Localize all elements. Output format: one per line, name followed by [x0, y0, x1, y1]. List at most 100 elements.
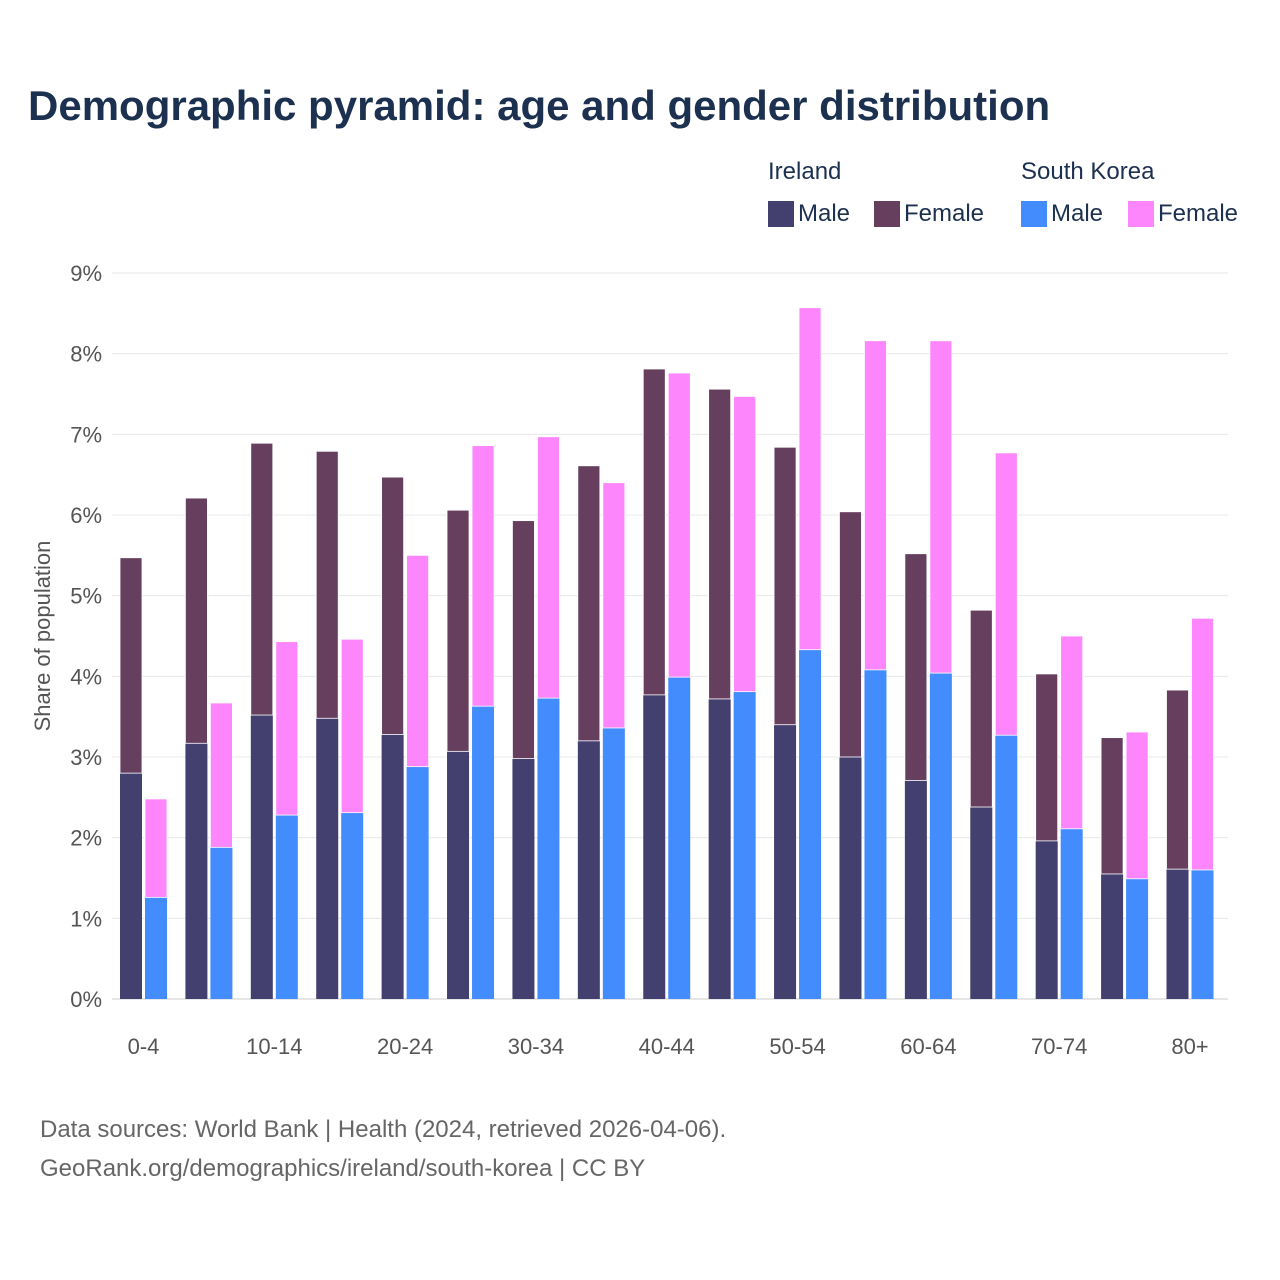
bar-ireland-male[interactable]: [1101, 873, 1124, 999]
source-line: Data sources: World Bank | Health (2024,…: [40, 1116, 727, 1143]
bar-ireland-male[interactable]: [839, 757, 862, 999]
y-tick-label: 9%: [70, 261, 102, 286]
bar-ireland-female[interactable]: [904, 553, 928, 781]
legend-korea-female[interactable]: Female: [1128, 200, 1238, 228]
bar-ireland-male[interactable]: [708, 698, 731, 999]
bar-ireland-female[interactable]: [839, 511, 862, 758]
legend-swatch: [874, 201, 900, 227]
bar-south-korea-female[interactable]: [144, 798, 168, 898]
bar-ireland-male[interactable]: [970, 807, 993, 999]
bar-ireland-female[interactable]: [1100, 737, 1124, 875]
bar-south-korea-female[interactable]: [210, 702, 233, 848]
bar-ireland-female[interactable]: [1166, 689, 1189, 870]
bar-ireland-female[interactable]: [119, 557, 143, 774]
bar-ireland-female[interactable]: [381, 476, 405, 735]
bar-ireland-male[interactable]: [185, 743, 208, 999]
y-tick-label: 2%: [70, 826, 102, 851]
y-tick-label: 4%: [70, 664, 102, 689]
bar-south-korea-male[interactable]: [210, 847, 233, 999]
bar-ireland-male[interactable]: [447, 751, 470, 999]
x-tick-label: 50-54: [769, 1034, 825, 1059]
bar-south-korea-female[interactable]: [275, 641, 299, 816]
bar-ireland-male[interactable]: [643, 694, 666, 999]
bar-ireland-male[interactable]: [1035, 840, 1058, 999]
bar-south-korea-female[interactable]: [667, 372, 691, 678]
bar-south-korea-female[interactable]: [340, 638, 364, 814]
bar-ireland-male[interactable]: [774, 724, 797, 999]
bar-ireland-female[interactable]: [512, 520, 535, 760]
bar-south-korea-female[interactable]: [1060, 635, 1084, 830]
legend-label: Male: [798, 200, 851, 227]
x-tick-label: 80+: [1171, 1034, 1208, 1059]
bar-south-korea-male[interactable]: [472, 706, 495, 999]
bar-ireland-female[interactable]: [969, 609, 993, 808]
bar-ireland-female[interactable]: [315, 450, 339, 719]
bar-ireland-male[interactable]: [1166, 869, 1189, 999]
bar-south-korea-male[interactable]: [602, 727, 625, 999]
bar-south-korea-male[interactable]: [733, 691, 756, 999]
bar-ireland-male[interactable]: [381, 734, 404, 999]
bar-south-korea-female[interactable]: [1191, 617, 1214, 871]
bar-ireland-female[interactable]: [250, 442, 274, 716]
x-tick-label: 70-74: [1031, 1034, 1087, 1059]
chart-title: Demographic pyramid: age and gender dist…: [28, 82, 1051, 129]
bar-south-korea-male[interactable]: [1060, 828, 1083, 999]
bar-south-korea-female[interactable]: [798, 307, 822, 651]
bar-south-korea-female[interactable]: [602, 482, 626, 729]
bar-ireland-male[interactable]: [250, 715, 273, 999]
bar-south-korea-male[interactable]: [864, 669, 887, 999]
bar-ireland-female[interactable]: [708, 388, 732, 700]
legend-korea-male[interactable]: Male: [1021, 200, 1103, 228]
bar-ireland-female[interactable]: [642, 368, 666, 696]
source-url[interactable]: GeoRank.org/demographics/ireland/south-k…: [40, 1155, 646, 1182]
bar-south-korea-male[interactable]: [1126, 878, 1149, 999]
bar-south-korea-male[interactable]: [1191, 869, 1214, 999]
bar-south-korea-male[interactable]: [275, 815, 298, 999]
legend-swatch: [1128, 201, 1154, 227]
bar-ireland-male[interactable]: [577, 740, 600, 999]
bar-south-korea-male[interactable]: [799, 649, 822, 999]
bar-south-korea-female[interactable]: [406, 554, 430, 768]
bar-ireland-female[interactable]: [446, 509, 470, 752]
bar-south-korea-male[interactable]: [406, 766, 429, 999]
bar-south-korea-female[interactable]: [733, 396, 757, 693]
bar-south-korea-female[interactable]: [1125, 731, 1149, 880]
y-tick-label: 1%: [70, 906, 102, 931]
bar-ireland-male[interactable]: [904, 780, 927, 999]
x-tick-label: 30-34: [508, 1034, 564, 1059]
x-tick-label: 20-24: [377, 1034, 433, 1059]
legend-label: Female: [904, 200, 985, 227]
x-tick-label: 10-14: [246, 1034, 302, 1059]
bar-south-korea-female[interactable]: [929, 340, 953, 674]
bar-ireland-female[interactable]: [1035, 673, 1059, 842]
legend-swatch: [768, 201, 794, 227]
bar-south-korea-male[interactable]: [341, 812, 364, 999]
y-tick-label: 3%: [70, 745, 102, 770]
y-tick-label: 6%: [70, 503, 102, 528]
legend-swatch: [1021, 201, 1047, 227]
bar-south-korea-female[interactable]: [537, 436, 560, 699]
legend-group-ireland: Ireland: [768, 158, 842, 185]
bar-south-korea-male[interactable]: [929, 673, 952, 999]
bar-south-korea-female[interactable]: [471, 445, 495, 707]
legend-label: Female: [1158, 200, 1239, 227]
bar-ireland-male[interactable]: [512, 758, 535, 999]
legend-ireland-female[interactable]: Female: [874, 200, 984, 228]
bar-ireland-male[interactable]: [120, 773, 142, 999]
bar-ireland-female[interactable]: [773, 446, 797, 726]
bar-ireland-male[interactable]: [316, 718, 339, 999]
bar-south-korea-female[interactable]: [994, 452, 1018, 736]
bar-south-korea-male[interactable]: [145, 897, 167, 999]
x-tick-label: 40-44: [639, 1034, 695, 1059]
bar-south-korea-female[interactable]: [864, 340, 887, 671]
bar-south-korea-male[interactable]: [668, 677, 691, 999]
bar-ireland-female[interactable]: [185, 497, 208, 744]
bar-ireland-female[interactable]: [577, 465, 601, 742]
bar-south-korea-male[interactable]: [537, 698, 560, 999]
legend-ireland-male[interactable]: Male: [768, 200, 850, 228]
y-tick-label: 0%: [70, 987, 102, 1012]
y-axis-label: Share of population: [30, 541, 55, 732]
y-tick-label: 8%: [70, 342, 102, 367]
bar-south-korea-male[interactable]: [995, 735, 1018, 999]
